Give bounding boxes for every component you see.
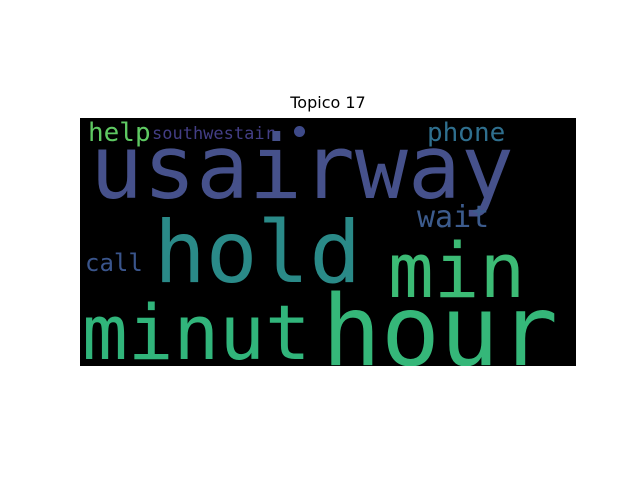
word-cloud-panel: usairway hold hour min minut wait phone … xyxy=(80,118,576,366)
word-usairway: usairway xyxy=(90,118,514,219)
chart-title: Topico 17 xyxy=(290,93,366,112)
word-min: min xyxy=(388,226,526,315)
word-hour: hour xyxy=(322,275,559,366)
dot-mark xyxy=(294,126,305,137)
word-minut: minut xyxy=(82,288,311,367)
word-phone: phone xyxy=(427,118,506,148)
word-call: call xyxy=(85,249,143,277)
word-help: help xyxy=(88,118,151,148)
word-southwestair: southwestair xyxy=(152,124,275,144)
word-wait: wait xyxy=(417,200,490,235)
word-hold: hold xyxy=(154,203,362,303)
